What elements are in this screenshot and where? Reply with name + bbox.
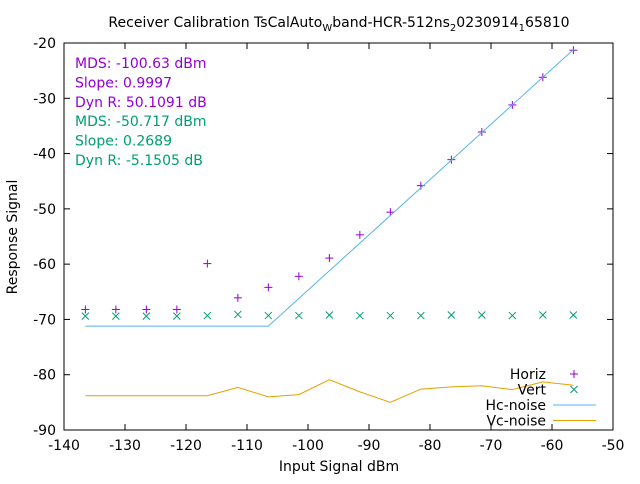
y-tick-label: -60 [33, 257, 56, 273]
data-point-horiz [81, 305, 90, 314]
legend-swatch-horiz [570, 370, 578, 378]
data-point-vert [386, 311, 395, 320]
legend-label-hc-noise: Hc-noise [485, 398, 546, 414]
y-tick-label: -30 [33, 91, 56, 107]
x-tick-label: -80 [419, 438, 442, 454]
x-tick-label: -90 [358, 438, 381, 454]
data-point-vert [294, 311, 303, 320]
x-tick-label: -140 [48, 438, 80, 454]
marker-stroke [416, 311, 425, 320]
data-point-vert [569, 311, 578, 319]
marker-stroke [111, 312, 120, 320]
legend-label-vert: Vert [518, 383, 547, 399]
stats-annotation: MDS: -50.717 dBm [75, 114, 207, 130]
data-point-vert [477, 311, 486, 319]
series-layer [81, 46, 578, 403]
marker-stroke [538, 311, 547, 319]
data-point-vert [172, 312, 181, 320]
stats-annotation: Dyn R: 50.1091 dB [75, 95, 207, 111]
data-point-horiz [233, 293, 242, 302]
data-point-vert [203, 311, 212, 320]
stats-annotation: Slope: 0.9997 [75, 75, 172, 91]
marker-stroke [142, 312, 151, 320]
data-point-horiz [264, 283, 273, 292]
x-tick-label: -110 [231, 438, 263, 454]
marker-stroke [81, 312, 90, 320]
x-tick-label: -100 [292, 438, 324, 454]
series-line-vc-noise [85, 379, 574, 403]
marker-stroke [355, 311, 364, 320]
legend-label-vc-noise: Vc-noise [486, 414, 546, 430]
data-point-vert [416, 311, 425, 320]
y-tick-label: -90 [33, 423, 56, 439]
marker-stroke [264, 311, 273, 320]
annotation-layer: MDS: -100.63 dBm Slope: 0.9997 Dyn R: 50.1… [75, 56, 207, 169]
data-point-horiz [294, 272, 303, 281]
marker-stroke [570, 385, 578, 394]
y-tick-label: -80 [33, 368, 56, 384]
data-point-vert [264, 311, 273, 320]
data-point-vert [355, 311, 364, 320]
x-tick-label: -70 [480, 438, 503, 454]
stats-annotation: Slope: 0.2689 [75, 134, 172, 150]
y-axis-label: Response Signal [5, 180, 21, 295]
y-tick-label: -20 [33, 36, 56, 52]
marker-stroke [508, 311, 517, 320]
marker-stroke [447, 311, 456, 319]
x-tick-label: -120 [170, 438, 202, 454]
plot-frame [63, 42, 614, 431]
marker-stroke [233, 310, 242, 319]
marker-stroke [294, 311, 303, 320]
data-point-vert [447, 311, 456, 319]
stats-annotation: Dyn R: -5.1505 dB [75, 153, 203, 169]
x-tick-label: -60 [541, 438, 564, 454]
series-line-hc-noise [85, 49, 574, 327]
data-point-horiz [172, 305, 181, 314]
data-point-horiz [203, 259, 212, 268]
y-tick-label: -50 [33, 202, 56, 218]
marker-stroke [172, 312, 181, 320]
data-point-vert [111, 312, 120, 320]
data-point-vert [142, 312, 151, 320]
marker-stroke [569, 311, 578, 319]
marker-stroke [477, 311, 486, 319]
legend-swatch-vert [570, 385, 578, 394]
x-tick-label: -50 [602, 438, 625, 454]
data-point-horiz [325, 254, 334, 263]
axis-ticks: -140 -130 -120 -110 -100 -90 -80 -70 -60 -50 -90 -8… [33, 36, 624, 454]
y-tick-label: -40 [33, 147, 56, 163]
data-point-horiz [142, 305, 151, 314]
stats-annotation: MDS: -100.63 dBm [75, 56, 207, 72]
y-tick-label: -70 [33, 312, 56, 328]
marker-stroke [325, 311, 334, 319]
x-tick-label: -130 [109, 438, 141, 454]
data-point-horiz [111, 305, 120, 314]
data-point-vert [325, 311, 334, 319]
data-point-vert [81, 312, 90, 320]
legend-label-horiz: Horiz [510, 367, 546, 383]
x-axis-label: Input Signal dBm [279, 459, 399, 475]
data-point-vert [508, 311, 517, 320]
chart-title: Receiver Calibration TsCalAutoWband-HCR-… [108, 15, 569, 34]
marker-stroke [386, 311, 395, 320]
data-point-vert [233, 310, 242, 319]
marker-stroke [203, 311, 212, 320]
data-point-horiz [355, 230, 364, 239]
data-point-vert [538, 311, 547, 319]
